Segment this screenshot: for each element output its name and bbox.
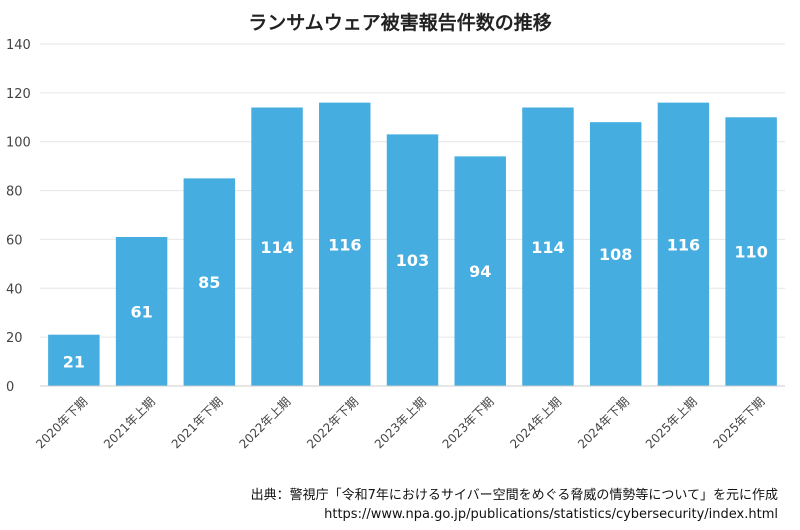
x-tick-label: 2025年下期 (711, 394, 768, 451)
x-tick-label: 2023年下期 (440, 394, 497, 451)
bar (386, 134, 439, 386)
x-tick-label: 2021年下期 (169, 394, 226, 451)
y-axis-ticks: 0 20 40 60 80 100 120 140 (6, 38, 31, 395)
x-tick-label: 2021年上期 (101, 394, 158, 451)
source-url: https://www.npa.go.jp/publications/stati… (324, 507, 778, 522)
y-tick-label: 120 (6, 87, 31, 102)
y-tick-label: 140 (6, 38, 31, 53)
bar (251, 107, 303, 386)
data-label: 116 (328, 235, 361, 254)
data-label: 21 (63, 352, 85, 371)
bar (725, 117, 777, 387)
x-tick-label: 2022年下期 (304, 394, 361, 451)
bar (657, 102, 710, 386)
data-label: 108 (599, 245, 632, 264)
y-tick-label: 20 (6, 331, 23, 346)
data-label: 61 (130, 302, 152, 321)
bar (48, 334, 100, 386)
y-tick-label: 100 (6, 136, 31, 151)
bar (522, 107, 574, 386)
bar (589, 122, 642, 387)
x-tick-label: 2025年上期 (643, 394, 700, 451)
bar (454, 156, 506, 386)
bar (115, 236, 168, 386)
x-tick-label: 2020年下期 (33, 394, 90, 451)
x-tick-label: 2022年上期 (236, 394, 293, 451)
source-citation: 出典：警視庁「令和7年におけるサイバー空間をめぐる脅威の情勢等について」を元に作… (250, 488, 778, 503)
data-label: 85 (198, 273, 220, 292)
x-tick-label: 2024年下期 (575, 394, 632, 451)
data-label: 114 (260, 238, 293, 257)
y-tick-label: 80 (6, 185, 23, 200)
bars (48, 102, 777, 387)
x-axis-ticks: 2020年下期 2021年上期 2021年下期 2022年上期 2022年下期 2023年… (33, 394, 767, 451)
y-tick-label: 40 (6, 282, 23, 297)
bar (319, 102, 371, 386)
data-label: 116 (667, 235, 700, 254)
x-tick-label: 2024年上期 (507, 394, 564, 451)
source-note: 出典：警視庁「令和7年におけるサイバー空間をめぐる脅威の情勢等について」を元に作… (251, 486, 778, 524)
bar (183, 178, 236, 386)
data-label: 110 (734, 243, 767, 262)
data-label: 114 (531, 238, 564, 257)
y-tick-label: 0 (6, 380, 14, 395)
y-tick-label: 60 (6, 233, 23, 248)
x-tick-label: 2023年上期 (372, 394, 429, 451)
data-label: 94 (469, 262, 491, 281)
data-label: 103 (396, 251, 429, 270)
data-labels: 21 61 85 114 116 103 94 114 108 116 110 (63, 235, 768, 371)
chart-title: ランサムウェア被害報告件数の推移 (248, 12, 552, 34)
